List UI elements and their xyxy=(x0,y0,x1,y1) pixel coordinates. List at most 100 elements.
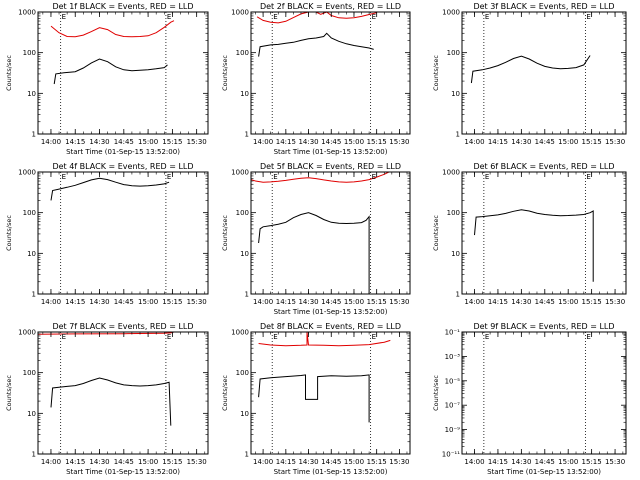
plot-frame xyxy=(461,11,627,135)
x-tick-label: 15:00 xyxy=(138,138,158,146)
x-tick-label: 15:30 xyxy=(187,138,207,146)
x-tick-label: 14:15 xyxy=(65,138,85,146)
det-5f-panel: Det 5f BLACK = Events, RED = LLD E E 1 10 100… xyxy=(221,162,411,316)
y-axis-label: Counts/sec xyxy=(221,215,229,251)
plot-frame xyxy=(37,331,209,455)
x-tick-label: 14:00 xyxy=(253,458,273,466)
y-axis-label: Counts/sec xyxy=(432,215,440,251)
x-axis-label: Start Time (01-Sep-15 13:52:00) xyxy=(274,148,388,156)
y-tick-label: 1000 xyxy=(18,9,36,17)
events-series-line xyxy=(258,212,370,294)
det-8f-panel: Det 8f BLACK = Events, RED = LLD E E 1 10 100… xyxy=(221,322,411,476)
event-marker-label: E xyxy=(167,13,171,21)
y-tick-label: 10⁻¹¹ xyxy=(442,451,460,459)
y-tick-label: 1000 xyxy=(18,169,36,177)
x-tick-label: 15:30 xyxy=(605,138,625,146)
y-axis-label: Counts/sec xyxy=(5,55,13,91)
x-tick-label: 14:15 xyxy=(276,298,296,306)
event-marker-label: E xyxy=(273,333,277,341)
x-tick-label: 15:15 xyxy=(367,458,387,466)
x-tick-label: 14:45 xyxy=(321,298,341,306)
x-tick-label: 15:00 xyxy=(344,298,364,306)
x-tick-label: 14:30 xyxy=(511,138,531,146)
y-tick-label: 1000 xyxy=(442,169,460,177)
det-3f-panel: Det 3f BLACK = Events, RED = LLD E E 1 10 100… xyxy=(432,2,627,146)
y-tick-label: 1000 xyxy=(231,329,249,337)
y-tick-label: 10 xyxy=(451,250,460,258)
x-tick-label: 14:00 xyxy=(41,298,61,306)
panel-title: Det 8f BLACK = Events, RED = LLD xyxy=(260,322,401,331)
det-9f-panel: Det 9f BLACK = Events, RED = LLD E E 10⁻¹¹ 1… xyxy=(432,322,627,476)
event-marker-label: E xyxy=(167,173,171,181)
x-tick-label: 15:15 xyxy=(367,138,387,146)
event-marker-label: E xyxy=(485,173,489,181)
x-axis-label: Start Time (01-Sep-15 13:52:00) xyxy=(66,468,180,476)
panel-title: Det 3f BLACK = Events, RED = LLD xyxy=(473,2,614,11)
y-tick-label: 100 xyxy=(447,49,460,57)
x-tick-label: 14:15 xyxy=(488,298,508,306)
plot-frame xyxy=(37,11,209,135)
events-series-line xyxy=(53,58,168,85)
lld-series-line xyxy=(250,171,390,183)
event-marker-label: E xyxy=(485,333,489,341)
events-series-line xyxy=(258,32,374,57)
x-tick-label: 14:00 xyxy=(464,138,484,146)
x-tick-label: 14:30 xyxy=(298,138,318,146)
events-series-line xyxy=(50,177,170,201)
panel-title: Det 1f BLACK = Events, RED = LLD xyxy=(52,2,193,11)
x-tick-label: 15:00 xyxy=(344,458,364,466)
x-axis-label: Start Time (01-Sep-15 13:52:00) xyxy=(274,308,388,316)
event-marker-label: E xyxy=(485,13,489,21)
x-tick-label: 15:30 xyxy=(187,298,207,306)
y-tick-label: 1 xyxy=(245,451,249,459)
x-axis-label: Start Time (01-Sep-15 13:52:00) xyxy=(274,468,388,476)
y-tick-label: 10⁻¹ xyxy=(445,329,461,337)
plot-frame xyxy=(37,171,209,295)
x-tick-label: 14:45 xyxy=(535,298,555,306)
y-tick-label: 1 xyxy=(245,131,249,139)
det-7f-panel: Det 7f BLACK = Events, RED = LLD E E 1 10 100… xyxy=(5,322,209,476)
y-tick-label: 100 xyxy=(236,369,249,377)
x-tick-label: 15:15 xyxy=(582,458,602,466)
x-tick-label: 15:00 xyxy=(138,458,158,466)
y-axis-label: Counts/sec xyxy=(432,55,440,91)
y-tick-label: 1 xyxy=(32,291,36,299)
y-tick-label: 1000 xyxy=(18,329,36,337)
panel-title: Det 9f BLACK = Events, RED = LLD xyxy=(473,322,614,331)
y-tick-label: 100 xyxy=(23,209,36,217)
det-6f-panel: Det 6f BLACK = Events, RED = LLD E E 1 10 100… xyxy=(432,162,627,306)
event-marker-label: E xyxy=(273,13,277,21)
events-series-line xyxy=(50,377,172,426)
x-tick-label: 14:00 xyxy=(464,298,484,306)
event-marker-label: E xyxy=(167,333,171,341)
x-tick-label: 15:15 xyxy=(367,298,387,306)
x-tick-label: 14:15 xyxy=(276,138,296,146)
x-tick-label: 14:00 xyxy=(253,298,273,306)
event-marker-label: E xyxy=(586,13,590,21)
x-tick-label: 14:30 xyxy=(511,458,531,466)
x-tick-label: 14:30 xyxy=(298,458,318,466)
y-tick-label: 10 xyxy=(451,90,460,98)
plot-frame xyxy=(461,331,627,455)
y-tick-label: 1 xyxy=(456,131,460,139)
y-tick-label: 100 xyxy=(23,369,36,377)
x-tick-label: 15:30 xyxy=(187,458,207,466)
panel-title: Det 4f BLACK = Events, RED = LLD xyxy=(52,162,193,171)
plot-frame xyxy=(461,171,627,295)
y-tick-label: 1000 xyxy=(231,169,249,177)
lld-series-line xyxy=(37,331,175,335)
x-tick-label: 15:30 xyxy=(389,458,409,466)
y-tick-label: 10 xyxy=(27,250,36,258)
y-tick-label: 10 xyxy=(27,90,36,98)
y-tick-label: 10⁻⁹ xyxy=(445,426,461,434)
x-tick-label: 14:30 xyxy=(89,298,109,306)
lld-series-line xyxy=(258,331,391,347)
y-axis-label: Counts/sec xyxy=(5,375,13,411)
det-1f-panel: Det 1f BLACK = Events, RED = LLD E E 1 10 100… xyxy=(5,2,209,156)
y-tick-label: 10 xyxy=(240,90,249,98)
x-tick-label: 14:45 xyxy=(321,138,341,146)
x-tick-label: 14:45 xyxy=(535,458,555,466)
y-tick-label: 1 xyxy=(456,291,460,299)
x-tick-label: 14:00 xyxy=(41,138,61,146)
x-tick-label: 14:00 xyxy=(464,458,484,466)
